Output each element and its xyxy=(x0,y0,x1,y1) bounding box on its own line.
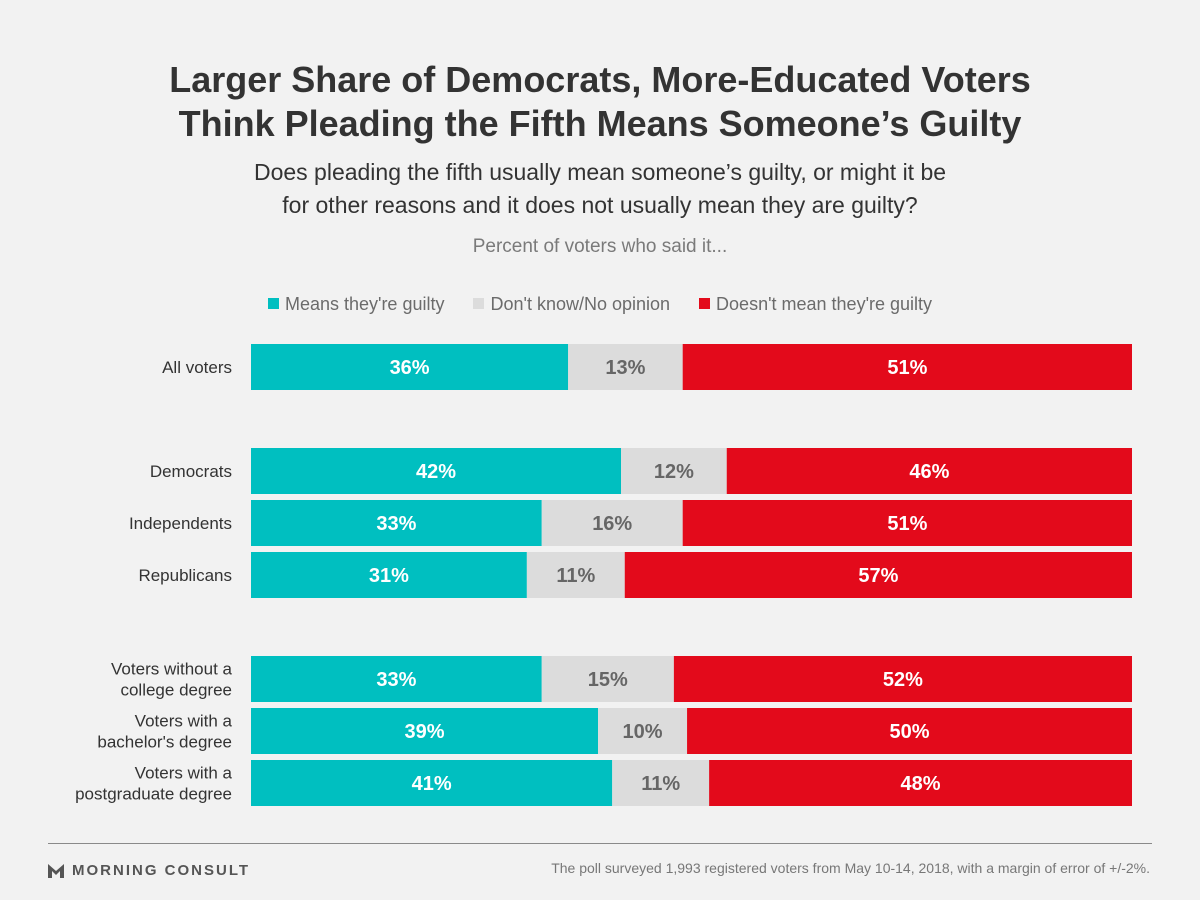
brand-name: MORNING CONSULT xyxy=(72,862,251,879)
data-label: 36% xyxy=(390,357,430,379)
data-label: 33% xyxy=(376,669,416,691)
category-label: Democrats xyxy=(150,462,232,481)
footer-divider xyxy=(48,843,1152,844)
data-label: 41% xyxy=(412,773,452,795)
legend-swatch-guilty xyxy=(267,297,279,309)
category-label: Voters with a postgraduate degree xyxy=(75,764,232,804)
chart-title: Larger Share of Democrats, More-Educated… xyxy=(0,58,1200,146)
data-label: 51% xyxy=(887,513,927,535)
bar-segment xyxy=(568,344,683,390)
legend-item-no-opinion: Don't know/No opinion xyxy=(473,294,670,315)
bar-segment xyxy=(541,500,683,546)
category-label-line: Voters without a xyxy=(111,660,233,679)
bar-segment xyxy=(726,448,1132,494)
data-label: 52% xyxy=(883,669,923,691)
data-label: 42% xyxy=(416,461,456,483)
data-label: 46% xyxy=(909,461,949,483)
morning-consult-logo-icon xyxy=(48,863,64,878)
data-label: 15% xyxy=(588,669,628,691)
bar-segment xyxy=(709,760,1132,806)
bar-segment xyxy=(621,448,727,494)
brand: MORNING CONSULT xyxy=(48,862,250,879)
legend-label-guilty: Means they're guilty xyxy=(284,293,445,314)
chart-note: Percent of voters who said it... xyxy=(472,236,728,257)
category-label-line: Voters with a xyxy=(135,712,233,731)
data-label: 50% xyxy=(890,721,930,743)
category-label-line: Republicans xyxy=(138,566,232,585)
category-label: Voters with a bachelor's degree xyxy=(97,712,232,752)
bar-segment xyxy=(612,760,710,806)
bar-segment xyxy=(251,448,622,494)
chart-title-line: Larger Share of Democrats, More-Educated… xyxy=(169,59,1031,100)
data-label: 16% xyxy=(592,513,632,535)
category-label: All voters xyxy=(162,358,232,377)
bar-segment xyxy=(251,344,569,390)
category-label-line: Independents xyxy=(129,514,232,533)
category-label-line: All voters xyxy=(162,358,232,377)
category-label: Republicans xyxy=(138,566,232,585)
legend-label-no-opinion: Don't know/No opinion xyxy=(490,293,671,314)
chart-legend: Means they're guilty Don't know/No opini… xyxy=(0,293,1200,315)
data-label: 57% xyxy=(858,565,898,587)
data-label: 33% xyxy=(376,513,416,535)
chart-question: Does pleading the fifth usually mean som… xyxy=(0,156,1200,222)
methodology-footnote: The poll surveyed 1,993 registered voter… xyxy=(551,860,1150,876)
bar-segment xyxy=(598,708,688,754)
legend-item-guilty: Means they're guilty xyxy=(267,293,445,315)
data-label: 31% xyxy=(369,565,409,587)
category-label-line: bachelor's degree xyxy=(97,733,232,752)
legend-swatch-not-guilty xyxy=(699,297,711,309)
bar-segment xyxy=(682,500,1132,546)
bar-segment xyxy=(251,656,542,702)
bar-segment xyxy=(673,656,1132,702)
bar-segment xyxy=(251,500,542,546)
data-label: 13% xyxy=(605,357,645,379)
category-label-line: Democrats xyxy=(150,462,232,481)
chart-title-line: Think Pleading the Fifth Means Someone’s… xyxy=(178,103,1022,144)
data-label: 51% xyxy=(887,357,927,379)
legend-item-not-guilty: Doesn't mean they're guilty xyxy=(699,294,932,315)
category-label-line: postgraduate degree xyxy=(75,785,232,804)
data-label: 11% xyxy=(556,565,595,587)
chart-question-line: Does pleading the fifth usually mean som… xyxy=(253,159,947,185)
data-label: 12% xyxy=(654,461,694,483)
category-label-line: Voters with a xyxy=(135,764,233,783)
legend-swatch-no-opinion xyxy=(473,297,485,309)
bar-segment xyxy=(251,708,599,754)
legend-label-not-guilty: Doesn't mean they're guilty xyxy=(716,293,933,314)
bar-segment xyxy=(682,344,1132,390)
data-label: 39% xyxy=(405,721,445,743)
bar-segment xyxy=(541,656,674,702)
bar-segment xyxy=(251,760,613,806)
category-label: Voters without a college degree xyxy=(111,660,233,700)
bar-segment xyxy=(687,708,1132,754)
stacked-bar-chart: 36% 13% 51% All voters 42% 12% 46% Democrats 33%… xyxy=(75,344,1132,806)
data-label: 10% xyxy=(623,721,663,743)
category-label-line: college degree xyxy=(120,681,232,700)
bar-segment xyxy=(251,552,527,598)
category-label: Independents xyxy=(129,514,232,533)
data-label: 48% xyxy=(901,773,941,795)
data-label: 11% xyxy=(641,773,680,795)
chart-question-line: for other reasons and it does not usuall… xyxy=(282,192,918,218)
bar-segment xyxy=(624,552,1132,598)
bar-segment xyxy=(526,552,625,598)
